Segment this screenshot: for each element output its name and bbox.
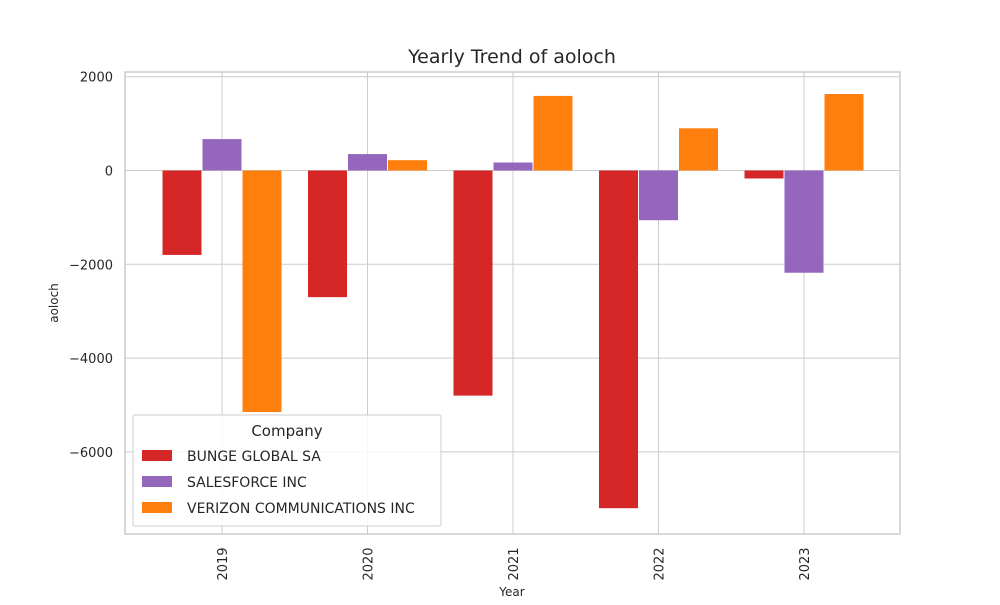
chart-title: Yearly Trend of aoloch xyxy=(407,46,616,68)
legend-swatch xyxy=(142,502,172,513)
bar-salesforce-inc-2023 xyxy=(784,170,824,273)
y-tick-label: −6000 xyxy=(69,446,113,461)
legend-label: BUNGE GLOBAL SA xyxy=(187,449,321,465)
y-tick-label: 2000 xyxy=(80,71,113,86)
bar-salesforce-inc-2020 xyxy=(348,154,387,171)
legend-title: Company xyxy=(251,422,322,440)
x-tick-label: 2021 xyxy=(507,547,522,580)
bar-verizon-communications-inc-2021 xyxy=(533,95,573,171)
bar-bunge-global-sa-2021 xyxy=(453,170,493,396)
bar-verizon-communications-inc-2020 xyxy=(388,160,427,171)
bar-verizon-communications-inc-2019 xyxy=(242,170,282,413)
bar-bunge-global-sa-2023 xyxy=(744,170,784,179)
y-tick-label: 0 xyxy=(105,164,113,179)
y-tick-label: −4000 xyxy=(69,352,113,367)
legend-swatch xyxy=(142,450,172,461)
y-tick-label: −2000 xyxy=(69,258,113,273)
bar-verizon-communications-inc-2022 xyxy=(679,128,718,171)
x-tick-label: 2023 xyxy=(798,547,813,580)
bar-salesforce-inc-2022 xyxy=(639,170,678,221)
x-tick-label: 2020 xyxy=(362,547,377,580)
plot-frame xyxy=(124,71,901,535)
x-tick-label: 2019 xyxy=(216,547,231,580)
legend: Company BUNGE GLOBAL SA SALESFORCE INC VER… xyxy=(132,414,442,527)
bar-salesforce-inc-2021 xyxy=(493,162,533,171)
bar-salesforce-inc-2019 xyxy=(202,139,242,171)
legend-label: SALESFORCE INC xyxy=(187,475,307,491)
bar-bunge-global-sa-2020 xyxy=(308,170,347,298)
y-axis-label: aoloch xyxy=(47,283,61,323)
bar-verizon-communications-inc-2023 xyxy=(824,94,864,171)
legend-swatch xyxy=(142,476,172,487)
bar-bunge-global-sa-2019 xyxy=(162,170,202,255)
x-axis-label: Year xyxy=(498,585,524,599)
legend-box xyxy=(132,414,442,527)
x-tick-label: 2022 xyxy=(653,547,668,580)
legend-label: VERIZON COMMUNICATIONS INC xyxy=(187,501,415,517)
bar-bunge-global-sa-2022 xyxy=(599,170,638,509)
